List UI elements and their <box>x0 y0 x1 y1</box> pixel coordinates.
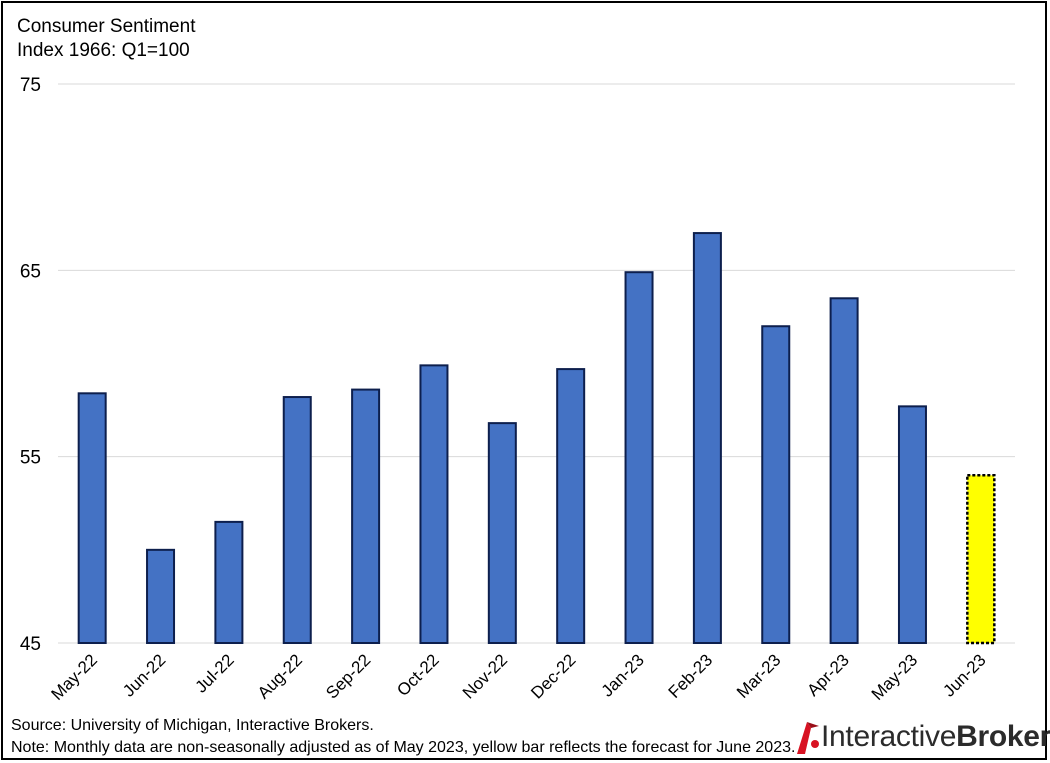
x-tick-label: Nov-22 <box>459 650 511 702</box>
x-tick-label: Sep-22 <box>322 650 374 702</box>
bar <box>351 388 381 644</box>
x-tick-label: Oct-22 <box>393 650 443 700</box>
bar <box>829 297 859 644</box>
x-tick-label: May-23 <box>868 650 922 704</box>
y-tick-labels: 45 55 65 75 <box>20 75 41 655</box>
logo-word-2: Brokers <box>956 720 1050 753</box>
bar <box>487 422 517 645</box>
bar-chart: 45 55 65 75 May-22 Jun-22 Jul-22 Aug-22 Sep-22 O… <box>20 75 1015 704</box>
y-tick-label: 65 <box>20 261 41 282</box>
x-tick-label: May-22 <box>47 650 101 704</box>
bar <box>556 368 586 644</box>
y-tick-label: 45 <box>20 634 41 655</box>
x-tick-label: Jun-22 <box>119 650 169 700</box>
source-note: Source: University of Michigan, Interact… <box>11 717 374 734</box>
data-note: Note: Monthly data are non-seasonally ad… <box>11 739 796 756</box>
chart-title-block: Consumer Sentiment Index 1966: Q1=100 <box>17 15 195 63</box>
bar <box>761 325 791 644</box>
logo-word-1: Interactive <box>821 720 957 753</box>
x-tick-label: Jun-23 <box>939 650 989 700</box>
bar <box>282 396 312 645</box>
x-tick-label: Jan-23 <box>598 650 648 700</box>
bar <box>419 364 449 644</box>
x-tick-label: Aug-22 <box>254 650 306 702</box>
y-tick-label: 55 <box>20 448 41 469</box>
logo-mark-icon <box>797 722 819 754</box>
gridlines <box>58 83 1015 644</box>
bar <box>624 271 654 644</box>
bar <box>77 392 107 644</box>
chart-subtitle: Index 1966: Q1=100 <box>17 40 190 61</box>
bars <box>77 232 996 645</box>
bar <box>146 548 176 644</box>
x-tick-label: Mar-23 <box>733 650 785 702</box>
x-tick-label: Dec-22 <box>527 650 579 702</box>
bar <box>897 405 927 644</box>
footnotes: Source: University of Michigan, Interact… <box>11 715 795 759</box>
forecast-bar <box>966 474 996 645</box>
bar <box>692 232 722 644</box>
y-tick-label: 75 <box>20 75 41 96</box>
x-tick-label: Apr-23 <box>803 650 853 700</box>
x-tick-label: Feb-23 <box>665 650 717 702</box>
chart-title: Consumer Sentiment <box>17 16 196 37</box>
x-tick-labels: May-22 Jun-22 Jul-22 Aug-22 Sep-22 Oct-22 Nov-… <box>47 650 989 704</box>
bar <box>214 520 244 645</box>
x-tick-label: Jul-22 <box>192 650 238 696</box>
